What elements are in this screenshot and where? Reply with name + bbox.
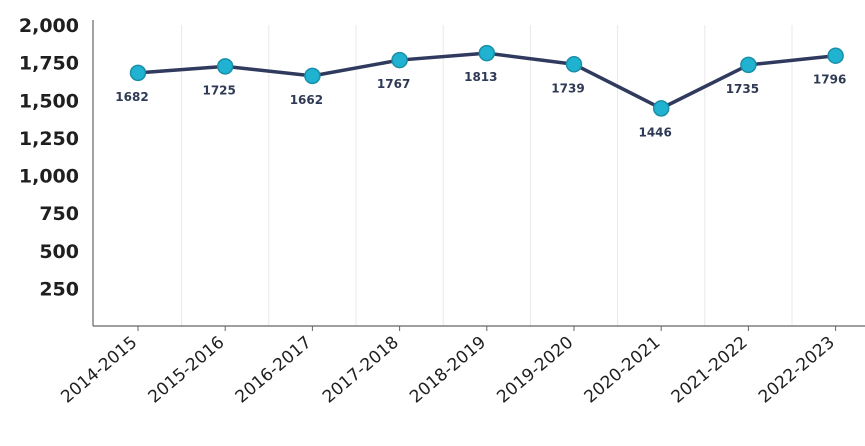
grid [181, 25, 793, 326]
x-tick-label: 2019-2020 [493, 333, 577, 408]
x-tick-label: 2021-2022 [668, 333, 752, 408]
data-label: 1662 [290, 93, 323, 107]
y-tick-label: 1,750 [19, 53, 79, 75]
series [129, 44, 844, 117]
y-tick-label: 500 [39, 241, 79, 263]
x-tick-label: 2015-2016 [145, 333, 229, 408]
data-labels: 1682 1725 1662 1767 1813 1739 1446 1735 1796 [115, 70, 846, 139]
data-point [827, 47, 844, 64]
y-tick-label: 1,000 [19, 166, 79, 188]
data-point [216, 58, 234, 75]
data-point [129, 64, 147, 82]
data-point [478, 44, 496, 62]
data-label: 1735 [726, 82, 759, 96]
y-tick-label: 1,250 [19, 128, 79, 150]
x-tick-label: 2016-2017 [232, 333, 316, 408]
x-tick-label: 2018-2019 [406, 333, 490, 408]
data-point [565, 56, 583, 73]
data-label: 1446 [638, 125, 671, 139]
y-axis-ticks: 2,000 1,750 1,500 1,250 1,000 750 500 250 [19, 15, 79, 300]
y-tick-label: 750 [39, 203, 79, 225]
data-point [652, 100, 670, 117]
data-label: 1796 [813, 73, 846, 87]
data-label: 1682 [115, 90, 148, 104]
y-tick-label: 2,000 [19, 15, 79, 37]
y-tick-label: 250 [39, 278, 79, 300]
x-axis-ticks: 2014-2015 2015-2016 2016-2017 2017-2018 2018… [57, 326, 839, 408]
y-tick-label: 1,500 [19, 90, 79, 112]
data-label: 1739 [551, 81, 584, 95]
data-label: 1813 [464, 70, 497, 84]
data-label: 1725 [202, 83, 235, 97]
data-label: 1767 [377, 77, 410, 91]
x-tick-label: 2022-2023 [755, 333, 839, 408]
data-point [740, 56, 757, 74]
x-tick-label: 2017-2018 [319, 333, 403, 408]
data-point [391, 51, 408, 69]
data-point [304, 67, 321, 85]
x-tick-label: 2014-2015 [57, 333, 141, 408]
axes [92, 20, 865, 327]
x-tick-label: 2020-2021 [581, 333, 665, 408]
